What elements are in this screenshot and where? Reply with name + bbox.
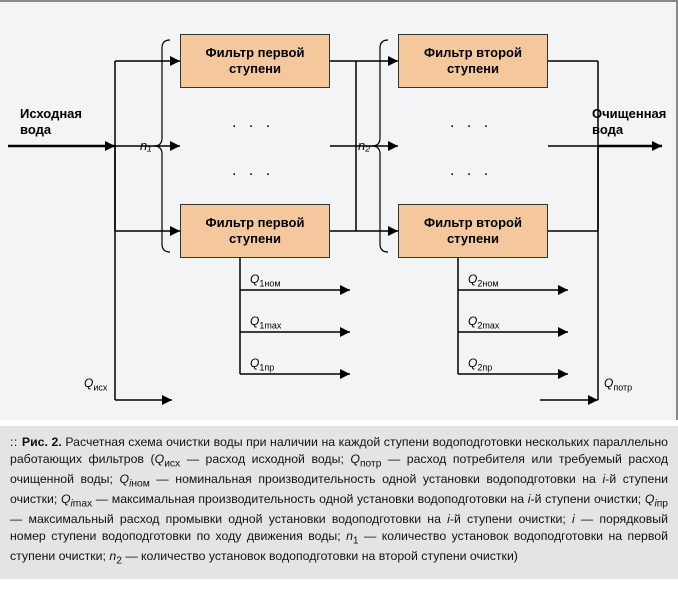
q1max-label: Q1max [250,314,281,330]
output-water-label: Очищенная вода [592,106,666,137]
diagram-lines [0,2,678,422]
ellipsis-col1-b: . . . [232,162,274,180]
filter-stage2-top: Фильтр второй ступени [398,34,548,88]
diagram-panel: Фильтр первой ступени Фильтр первой ступ… [0,0,678,420]
n2-label: n₂ [358,138,370,153]
q-out-label: Qпотр [604,376,632,392]
q2max-label: Q2max [468,314,499,330]
ellipsis-col2-a: . . . [450,114,492,132]
filter-stage1-top: Фильтр первой ступени [180,34,330,88]
ellipsis-col1-a: . . . [232,114,274,132]
figure-caption: :: Рис. 2. Расчетная схема очистки воды … [0,426,678,579]
q2nom-label: Q2ном [468,272,499,288]
ellipsis-col2-b: . . . [450,162,492,180]
q2pr-label: Q2пр [468,356,492,372]
caption-title: Рис. 2. [22,435,62,449]
caption-body: Расчетная схема очистки воды при наличии… [10,435,668,563]
n1-label: n₁ [140,138,151,153]
caption-prefix: :: [10,435,22,449]
q1nom-label: Q1ном [250,272,281,288]
q-in-label: Qисх [84,376,107,392]
q1pr-label: Q1пр [250,356,274,372]
filter-stage2-bot: Фильтр второй ступени [398,204,548,258]
input-water-label: Исходная вода [20,106,82,137]
filter-stage1-bot: Фильтр первой ступени [180,204,330,258]
